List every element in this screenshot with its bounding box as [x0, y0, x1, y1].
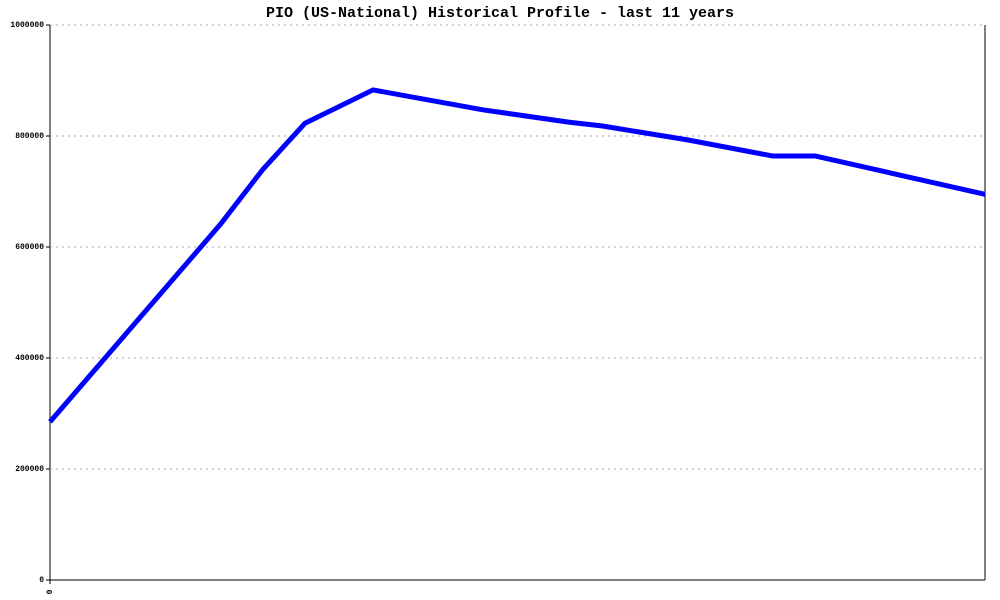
y-tick-label: 400000 — [15, 354, 44, 363]
y-tick-label: 800000 — [15, 132, 44, 141]
y-tick-label: 200000 — [15, 465, 44, 474]
chart-title: PIO (US-National) Historical Profile - l… — [266, 5, 734, 22]
y-tick-label: 1000000 — [10, 21, 44, 30]
y-tick-label: 0 — [39, 576, 44, 585]
data-line — [48, 87, 986, 424]
x-tick-label: 0 — [46, 589, 55, 594]
y-tick-label: 600000 — [15, 243, 44, 252]
